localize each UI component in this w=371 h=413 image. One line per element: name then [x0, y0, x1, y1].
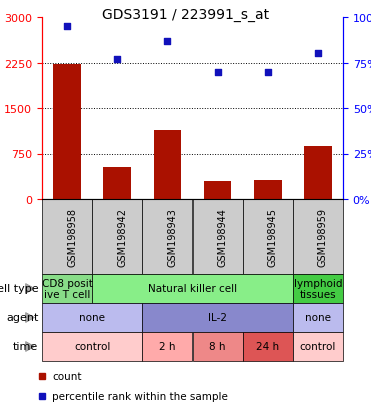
Text: percentile rank within the sample: percentile rank within the sample — [52, 392, 228, 401]
Text: agent: agent — [6, 313, 38, 323]
Bar — [42, 303, 142, 332]
Text: control: control — [300, 342, 336, 351]
Bar — [293, 274, 343, 303]
Point — [315, 51, 321, 57]
Polygon shape — [26, 284, 35, 294]
Bar — [42, 199, 92, 274]
Polygon shape — [26, 342, 35, 351]
Text: GSM198959: GSM198959 — [318, 207, 328, 266]
Text: 24 h: 24 h — [256, 342, 279, 351]
Bar — [193, 332, 243, 361]
Text: 2 h: 2 h — [159, 342, 175, 351]
Bar — [142, 199, 193, 274]
Text: GSM198944: GSM198944 — [217, 208, 227, 266]
Bar — [42, 332, 142, 361]
Bar — [142, 303, 293, 332]
Text: GSM198942: GSM198942 — [117, 207, 127, 266]
Text: IL-2: IL-2 — [208, 313, 227, 323]
Text: 8 h: 8 h — [209, 342, 226, 351]
Point — [164, 38, 170, 45]
Bar — [293, 199, 343, 274]
Text: control: control — [74, 342, 110, 351]
Bar — [104, 167, 131, 199]
Text: none: none — [305, 313, 331, 323]
Bar — [243, 199, 293, 274]
Point — [214, 69, 220, 76]
Bar — [304, 147, 332, 199]
Text: lymphoid
tissues: lymphoid tissues — [294, 278, 342, 299]
Bar — [254, 181, 282, 199]
Text: none: none — [79, 313, 105, 323]
Bar — [42, 274, 92, 303]
Bar — [142, 332, 193, 361]
Bar — [243, 332, 293, 361]
Point — [64, 24, 70, 30]
Bar — [293, 303, 343, 332]
Text: GSM198958: GSM198958 — [67, 207, 77, 266]
Text: time: time — [13, 342, 38, 351]
Bar — [193, 199, 243, 274]
Bar — [92, 199, 142, 274]
Text: cell type: cell type — [0, 284, 38, 294]
Bar — [204, 182, 232, 199]
Point — [265, 69, 271, 76]
Point — [114, 57, 120, 63]
Text: GDS3191 / 223991_s_at: GDS3191 / 223991_s_at — [102, 8, 269, 22]
Text: GSM198945: GSM198945 — [268, 207, 278, 266]
Bar — [92, 274, 293, 303]
Polygon shape — [26, 313, 35, 323]
Text: count: count — [52, 370, 82, 381]
Bar — [154, 131, 181, 199]
Text: CD8 posit
ive T cell: CD8 posit ive T cell — [42, 278, 92, 299]
Bar — [293, 332, 343, 361]
Text: Natural killer cell: Natural killer cell — [148, 284, 237, 294]
Bar — [53, 64, 81, 199]
Text: GSM198943: GSM198943 — [167, 208, 177, 266]
